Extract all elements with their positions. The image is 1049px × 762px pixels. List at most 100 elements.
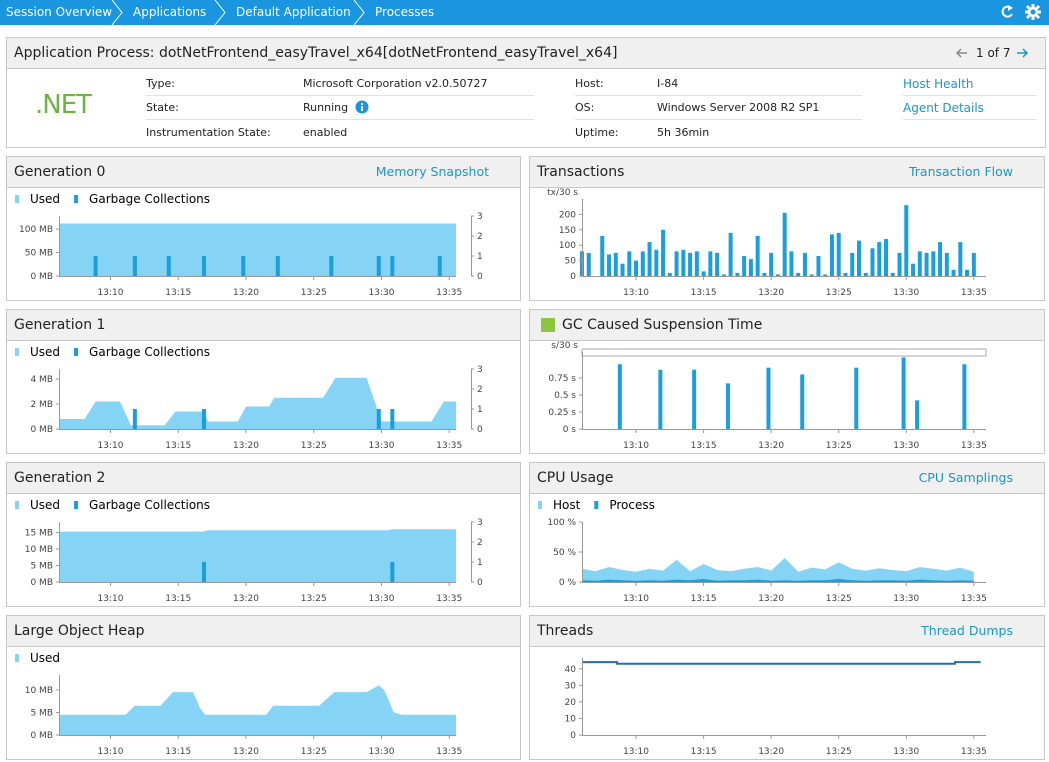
y-tick-label: 0.75 s — [548, 374, 576, 384]
bar — [437, 256, 442, 276]
x-tick-label: 13:20 — [233, 747, 259, 757]
process-panel: Application Process: dotNetFrontend_easy… — [6, 37, 1046, 148]
y-tick-label: 40 — [565, 665, 577, 675]
x-tick-label: 13:15 — [165, 288, 191, 298]
x-tick-label: 13:35 — [961, 441, 987, 451]
x-tick-label: 13:25 — [826, 441, 852, 451]
breadcrumb[interactable]: Session Overview — [6, 5, 113, 19]
bar — [924, 252, 929, 276]
y2-tick-label: 0 — [477, 272, 483, 282]
bar — [376, 409, 381, 429]
bar — [836, 232, 841, 276]
y2-tick-label: 3 — [477, 365, 483, 375]
legend-swatch — [74, 348, 79, 356]
y-tick-label: 50 % — [553, 548, 576, 558]
y-tick-label: 150 — [559, 226, 576, 236]
y-tick-label: 10 — [565, 714, 577, 724]
info-icon[interactable] — [355, 100, 369, 114]
bar — [877, 242, 882, 276]
y-tick-label: 100 MB — [19, 225, 53, 235]
x-tick-label: 13:25 — [301, 747, 327, 757]
bar — [870, 248, 875, 276]
x-tick-label: 13:25 — [301, 594, 327, 604]
field-label: Uptime: — [575, 126, 619, 139]
x-tick-label: 13:10 — [623, 288, 649, 298]
chart-panel: Large Object Heap Used 13:10 13:15 13:20 13:2… — [6, 615, 521, 760]
legend-swatch — [15, 348, 19, 356]
x-tick-label: 13:35 — [961, 594, 987, 604]
x-tick-label: 13:35 — [436, 594, 462, 604]
bar — [962, 364, 967, 429]
bar — [667, 272, 672, 276]
panel-link[interactable]: Transaction Flow — [908, 164, 1013, 179]
title-marker — [541, 318, 555, 332]
x-tick-label: 13:30 — [369, 441, 395, 451]
x-tick-label: 13:20 — [233, 441, 259, 451]
x-tick-label: 13:25 — [301, 441, 327, 451]
bar — [376, 256, 381, 276]
chart: tx/30 s 13:10 13:15 13:20 13:25 13:30 13:35 0 50… — [547, 188, 987, 298]
panel-title-bar: Large Object Heap — [7, 616, 520, 647]
bar — [715, 252, 720, 276]
x-tick-label: 13:20 — [233, 288, 259, 298]
x-tick-label: 13:10 — [98, 441, 124, 451]
x-tick-label: 13:30 — [369, 288, 395, 298]
breadcrumb[interactable]: Default Application — [236, 5, 351, 19]
bar — [904, 205, 909, 276]
field-label: Host: — [575, 77, 604, 90]
y-tick-label: 0 MB — [30, 425, 53, 435]
x-tick-label: 13:25 — [826, 288, 852, 298]
panel-title-bar: Generation 1 — [7, 310, 520, 341]
bar — [951, 269, 956, 276]
bar — [692, 369, 697, 429]
pager-arrows[interactable] — [955, 46, 1035, 60]
x-tick-label: 13:15 — [691, 594, 717, 604]
bar — [694, 251, 699, 276]
x-tick-label: 13:35 — [436, 747, 462, 757]
bar — [620, 263, 625, 276]
x-tick-label: 13:30 — [369, 594, 395, 604]
breadcrumb[interactable]: Processes — [375, 5, 435, 19]
y-axis-label: s/30 s — [551, 341, 578, 351]
y-tick-label: 10 MB — [25, 686, 53, 696]
bar — [647, 242, 652, 276]
field-value: 5h 36min — [657, 126, 710, 139]
bar — [742, 255, 747, 276]
y-tick-label: 100 — [559, 241, 576, 251]
y2-tick-label: 2 — [477, 232, 483, 242]
bar — [735, 272, 740, 276]
breadcrumb[interactable]: Applications — [133, 5, 207, 19]
bar — [241, 256, 246, 276]
legend-label: Garbage Collections — [89, 192, 210, 206]
panel-link[interactable]: Thread Dumps — [921, 623, 1013, 638]
link[interactable]: Host Health — [903, 77, 974, 91]
bar — [721, 274, 726, 276]
y-tick-label: 0.25 s — [548, 408, 576, 418]
x-tick-label: 13:15 — [165, 441, 191, 451]
area — [59, 223, 456, 276]
panel-title-bar: Threads Thread Dumps — [530, 616, 1044, 647]
x-tick-label: 13:15 — [691, 288, 717, 298]
bar — [132, 409, 137, 429]
x-tick-label: 13:30 — [369, 747, 395, 757]
y-tick-label: 4 MB — [30, 375, 53, 385]
bar — [681, 249, 686, 276]
panel-link[interactable]: Memory Snapshot — [375, 164, 489, 179]
panel-link[interactable]: CPU Samplings — [918, 470, 1013, 485]
area — [582, 558, 974, 582]
legend-label: Garbage Collections — [89, 345, 210, 359]
bar — [275, 256, 280, 276]
bar — [390, 256, 395, 276]
y2-tick-label: 2 — [477, 538, 483, 548]
chart-panel: Generation 2 Used Garbage Collections 13:10… — [6, 462, 521, 607]
chart: Host Process 13:10 13:15 13:20 13:25 13:30 13:3… — [538, 498, 987, 604]
process-title: Application Process: dotNetFrontend_easy… — [14, 45, 618, 61]
y2-tick-label: 1 — [477, 558, 483, 568]
bar — [586, 252, 591, 276]
link[interactable]: Agent Details — [903, 101, 984, 115]
bar — [854, 367, 859, 429]
bar — [965, 269, 970, 276]
y2-tick-label: 1 — [477, 405, 483, 415]
